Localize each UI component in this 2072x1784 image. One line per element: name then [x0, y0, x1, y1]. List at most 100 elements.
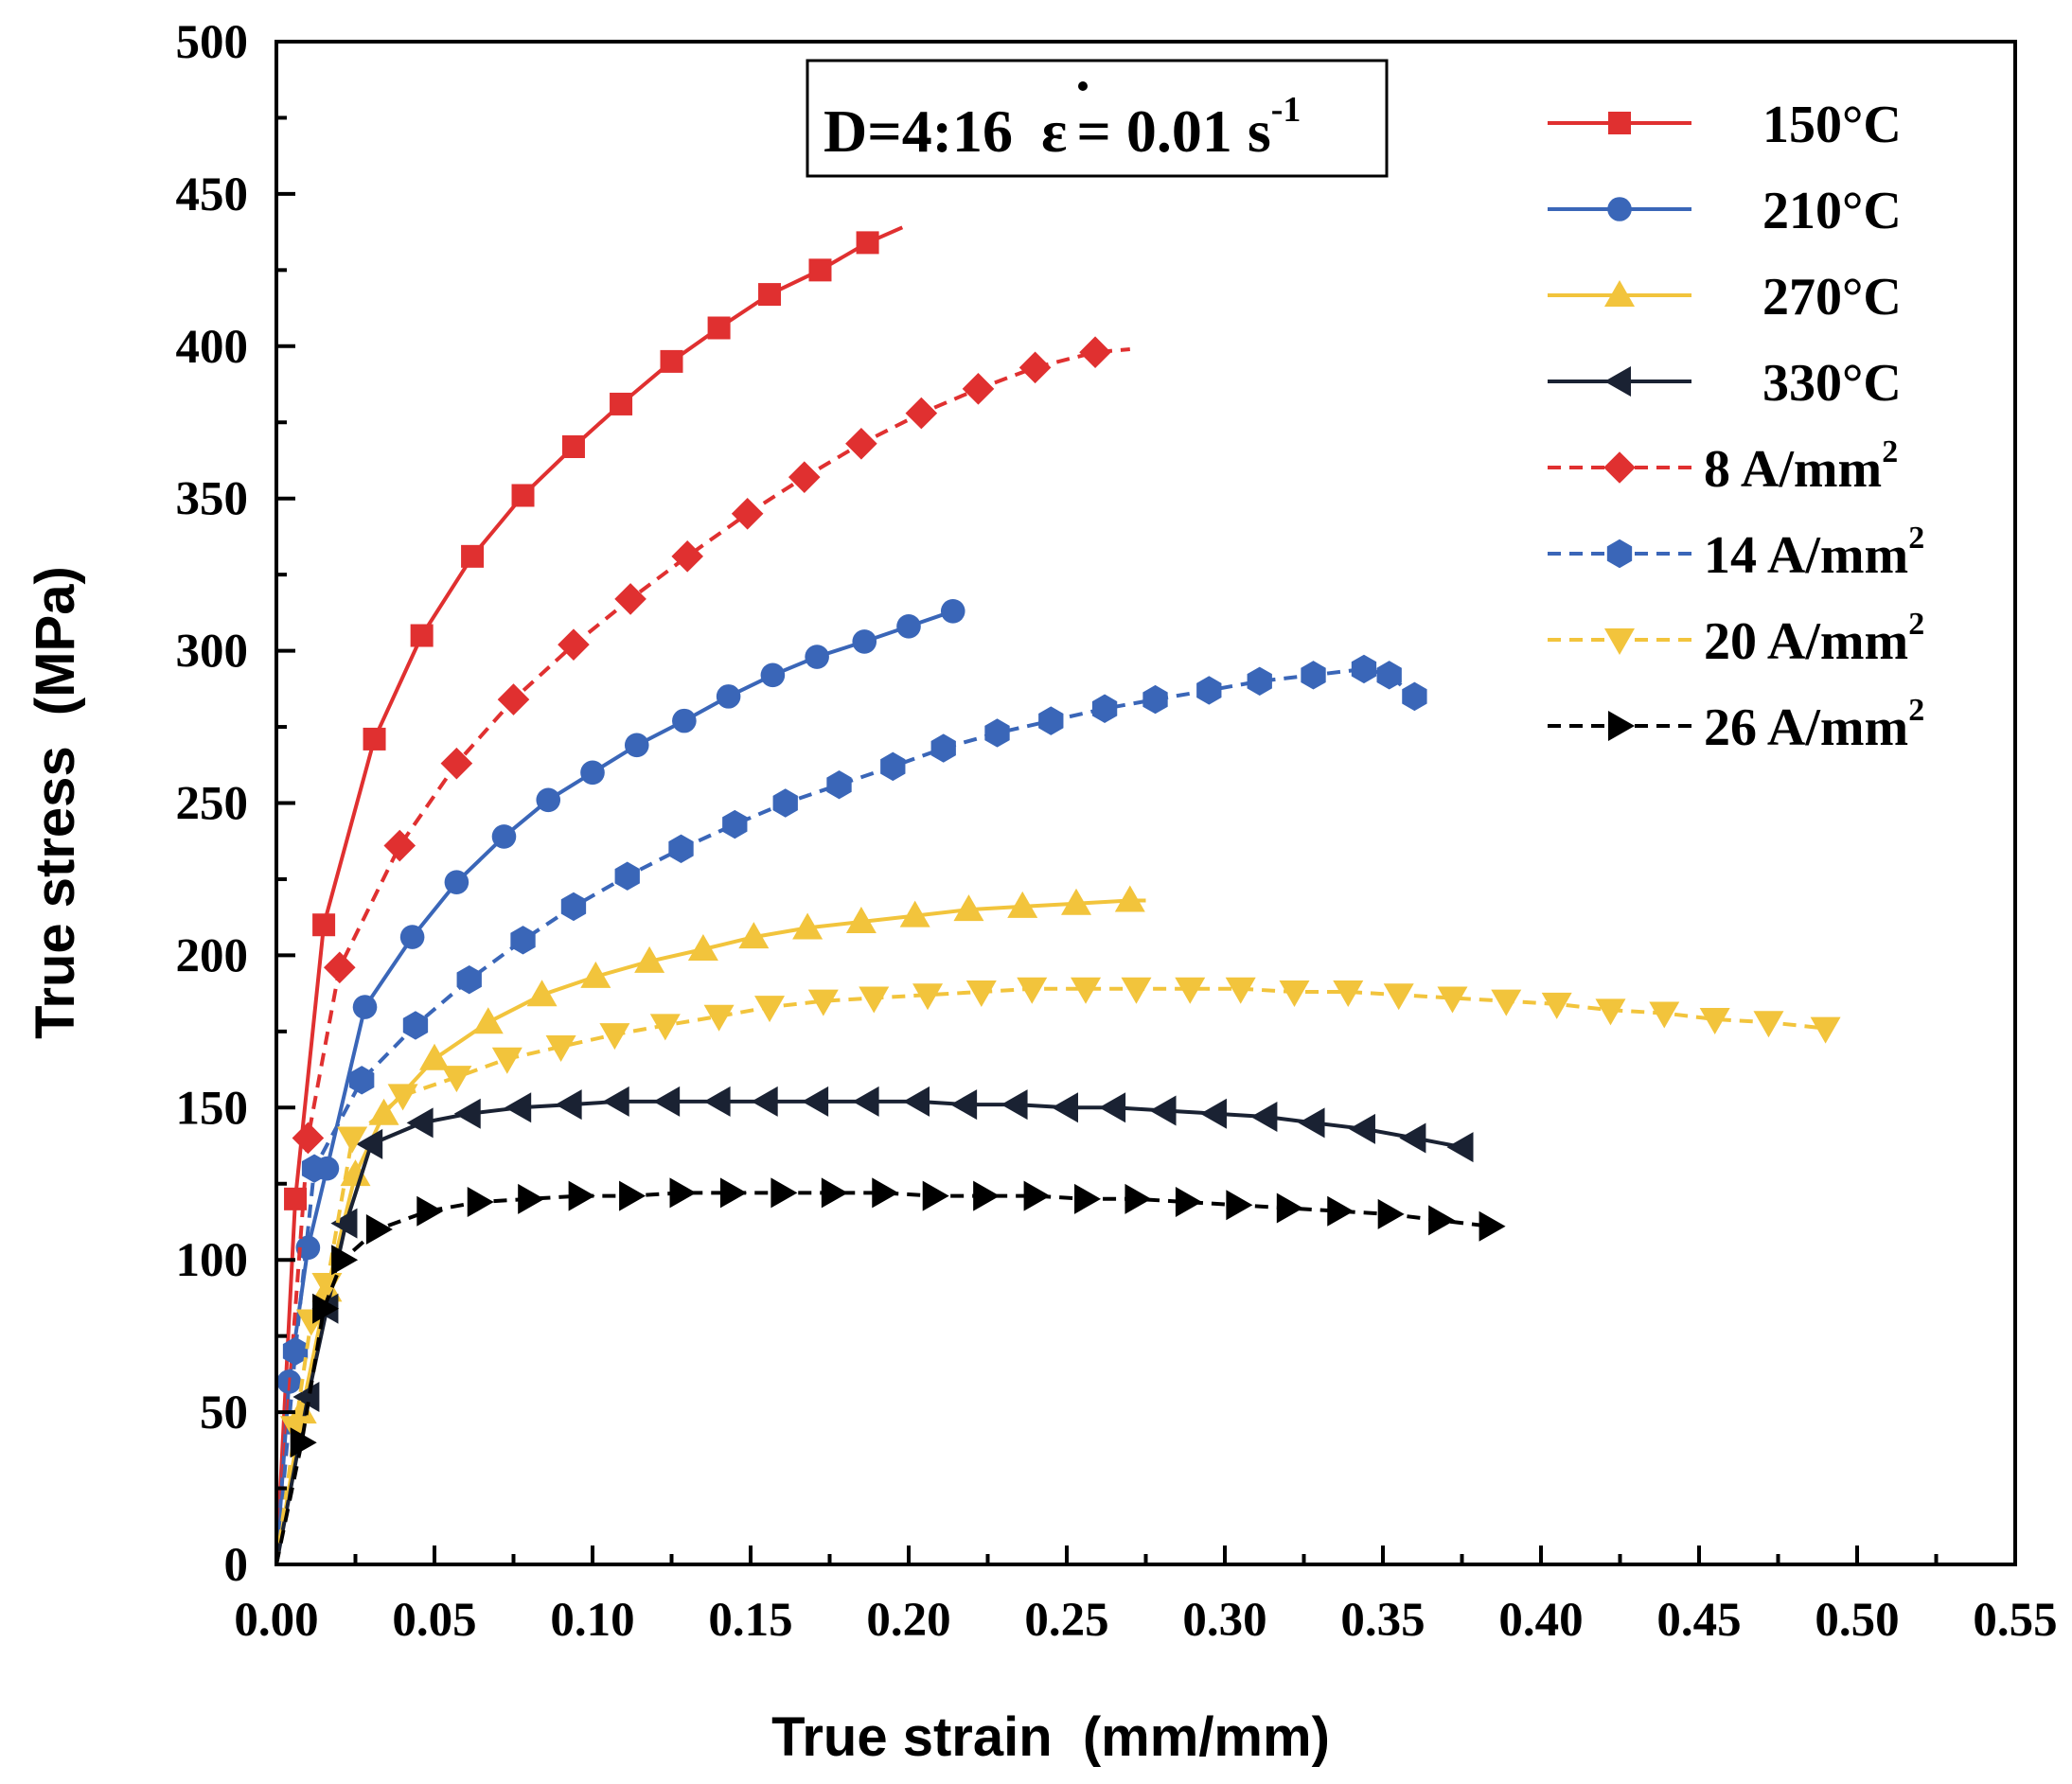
- data-point-marker: [687, 933, 718, 961]
- data-point-marker: [772, 788, 798, 818]
- data-point-marker: [340, 1159, 371, 1187]
- data-point-marker: [788, 461, 821, 493]
- data-point-marker: [899, 900, 930, 927]
- data-point-marker: [668, 834, 694, 863]
- data-point-marker: [1250, 1101, 1278, 1132]
- x-tick-label: 0.00: [234, 1594, 318, 1647]
- data-point-marker: [1125, 1183, 1152, 1214]
- data-point-marker: [1351, 654, 1377, 684]
- data-point-marker: [930, 733, 956, 763]
- data-point-marker: [580, 760, 605, 786]
- data-point-marker: [312, 913, 336, 937]
- data-point-marker: [792, 912, 823, 940]
- data-point-marker: [1038, 706, 1064, 735]
- data-point-marker: [1007, 891, 1038, 918]
- data-point-marker: [312, 1293, 340, 1324]
- data-point-marker: [444, 870, 469, 894]
- data-point-marker: [536, 787, 561, 813]
- data-point-marker: [497, 683, 530, 715]
- data-point-marker: [1091, 694, 1118, 723]
- data-point-marker: [722, 809, 748, 839]
- data-point-marker: [770, 1177, 798, 1209]
- data-point-marker: [903, 1086, 930, 1117]
- y-tick-label: 350: [176, 473, 249, 526]
- data-point-marker: [330, 1208, 358, 1239]
- data-point-marker: [1071, 977, 1102, 1004]
- data-point-marker: [1753, 1011, 1784, 1038]
- data-point-marker: [703, 1004, 735, 1032]
- data-point-marker: [1606, 539, 1633, 569]
- legend-label-sup: 2: [1882, 434, 1898, 469]
- data-point-marker: [1604, 280, 1635, 307]
- data-point-marker: [1327, 1195, 1355, 1227]
- data-point-marker: [1333, 980, 1364, 1008]
- data-point-marker: [856, 231, 879, 255]
- data-point-marker: [416, 1195, 444, 1227]
- data-point-marker: [352, 995, 378, 1019]
- data-point-marker: [1301, 661, 1326, 690]
- data-point-marker: [672, 708, 697, 733]
- x-tick-label: 0.20: [866, 1594, 950, 1647]
- data-point-marker: [387, 1084, 418, 1111]
- x-tick-label: 0.40: [1498, 1594, 1583, 1647]
- data-point-marker: [1061, 888, 1092, 915]
- data-point-marker: [716, 684, 741, 709]
- condition-box-frame: [806, 59, 1389, 178]
- data-point-marker: [282, 1336, 309, 1366]
- data-point-marker: [561, 434, 585, 458]
- series-group: [274, 225, 904, 1565]
- legend-label-main: 150°C: [1762, 96, 1902, 154]
- data-point-marker: [852, 629, 877, 654]
- data-point-marker: [1074, 1183, 1102, 1214]
- data-point-marker: [456, 964, 482, 995]
- series-line: [274, 609, 954, 1565]
- data-point-marker: [518, 1183, 545, 1214]
- x-tick-label: 0.15: [708, 1594, 792, 1647]
- data-point-marker: [363, 727, 386, 751]
- data-point-marker: [491, 1047, 522, 1074]
- data-point-marker: [1608, 112, 1631, 134]
- data-point-marker: [807, 989, 839, 1016]
- series-line: [274, 347, 1130, 1565]
- data-point-marker: [511, 484, 535, 507]
- data-point-marker: [356, 1128, 383, 1159]
- data-point-marker: [290, 1427, 317, 1458]
- data-point-marker: [406, 1107, 434, 1139]
- data-point-marker: [1348, 1113, 1375, 1144]
- legend-label: 8 A/mm2: [1704, 434, 1898, 499]
- legend-item: 20 A/mm2: [1548, 607, 1924, 671]
- data-point-marker: [526, 980, 558, 1007]
- data-point-marker: [1437, 986, 1468, 1014]
- data-point-marker: [402, 1011, 429, 1040]
- legend-label-sup: 2: [1908, 693, 1924, 728]
- data-point-marker: [1649, 1001, 1680, 1029]
- data-point-marker: [1479, 1210, 1506, 1242]
- data-point-marker: [1175, 1187, 1202, 1218]
- data-point-marker: [1604, 628, 1635, 655]
- data-point-marker: [419, 1043, 450, 1070]
- data-point-marker: [580, 961, 611, 988]
- y-tick-label: 500: [176, 16, 249, 69]
- legend-label-sup: 2: [1908, 521, 1924, 556]
- y-axis-title: True stress (MPa): [25, 566, 86, 1039]
- data-point-marker: [953, 894, 984, 922]
- data-point-marker: [1541, 992, 1572, 1019]
- data-point-marker: [802, 1086, 829, 1117]
- data-point-marker: [453, 1098, 481, 1129]
- data-point-marker: [365, 1214, 393, 1245]
- data-point-marker: [703, 1086, 731, 1117]
- x-axis-title: True strain (mm/mm): [771, 1706, 1330, 1768]
- data-point-marker: [1099, 1092, 1126, 1123]
- data-point-marker: [472, 1007, 504, 1034]
- legend-label-main: 14 A/mm: [1704, 526, 1908, 585]
- data-point-marker: [295, 1235, 321, 1261]
- legend-label-main: 330°C: [1762, 354, 1902, 413]
- data-point-marker: [1446, 1132, 1474, 1163]
- data-point-marker: [1001, 1089, 1028, 1121]
- data-point-marker: [1604, 366, 1631, 397]
- x-tick-label: 0.35: [1340, 1594, 1425, 1647]
- series-group: [274, 977, 1841, 1565]
- legend-label: 150°C: [1762, 96, 1902, 154]
- series-group: [274, 885, 1146, 1565]
